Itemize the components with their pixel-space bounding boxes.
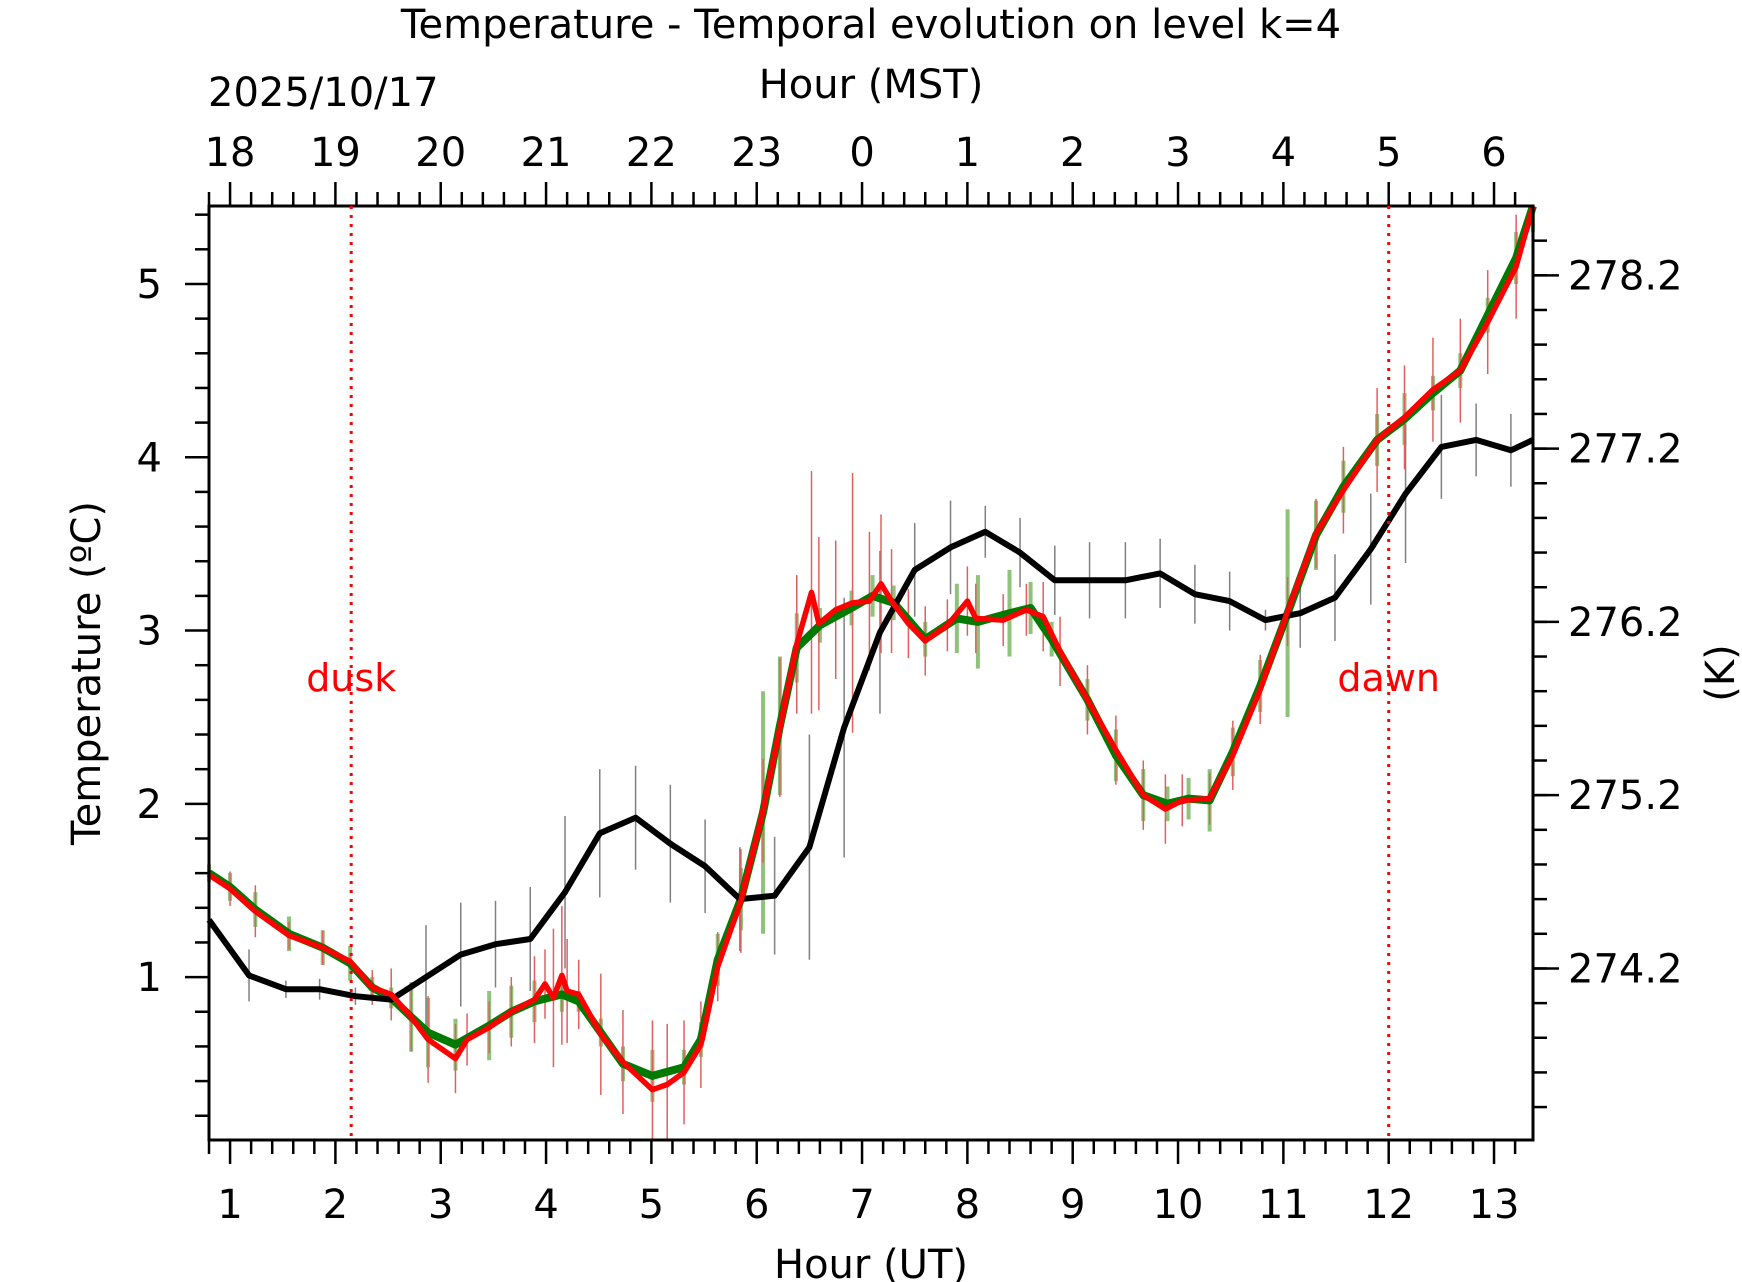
x-top-tick-label: 3	[1165, 130, 1190, 176]
x-top-tick-label: 22	[626, 130, 677, 176]
x-tick-label: 10	[1153, 1182, 1204, 1228]
x-axis-title: Hour (UT)	[774, 1242, 968, 1282]
x-top-tick-label: 2	[1060, 130, 1085, 176]
y-right-tick-label: 277.2	[1568, 427, 1683, 473]
x-top-tick-label: 5	[1376, 130, 1401, 176]
y-tick-label: 1	[137, 955, 162, 1001]
x-top-tick-label: 21	[521, 130, 572, 176]
y-right-tick-label: 278.2	[1568, 253, 1683, 299]
x-tick-label: 11	[1258, 1182, 1309, 1228]
y-right-tick-label: 276.2	[1568, 600, 1683, 646]
x-top-axis-title: Hour (MST)	[759, 62, 984, 108]
x-tick-label: 6	[744, 1182, 769, 1228]
x-tick-label: 9	[1060, 1182, 1085, 1228]
black-series-line	[206, 436, 1535, 1003]
y-right-tick-label: 274.2	[1568, 946, 1683, 992]
x-top-tick-label: 19	[310, 130, 361, 176]
x-top-tick-label: 20	[415, 130, 466, 176]
y-tick-label: 5	[137, 262, 162, 308]
plot-frame	[207, 204, 1535, 1142]
x-tick-label: 4	[533, 1182, 558, 1228]
y-tick-label: 4	[137, 435, 162, 481]
y-axis-title: Temperature (ºC)	[64, 501, 110, 846]
dusk-label: dusk	[306, 656, 396, 700]
chart-title: Temperature - Temporal evolution on leve…	[400, 2, 1341, 48]
x-top-tick-label: 23	[731, 130, 782, 176]
x-tick-label: 7	[849, 1182, 874, 1228]
x-top-tick-label: 0	[849, 130, 874, 176]
y-tick-label: 3	[137, 609, 162, 655]
x-tick-label: 3	[428, 1182, 453, 1228]
y-right-tick-label: 275.2	[1568, 773, 1683, 819]
dawn-label: dawn	[1337, 656, 1440, 700]
x-top-tick-label: 1	[955, 130, 980, 176]
green-series-line	[206, 204, 1537, 1080]
y-right-axis-title: (K)	[1698, 644, 1742, 701]
x-tick-label: 13	[1469, 1182, 1520, 1228]
x-tick-label: 12	[1363, 1182, 1414, 1228]
x-tick-label: 2	[323, 1182, 348, 1228]
y-tick-label: 2	[137, 782, 162, 828]
x-top-tick-label: 4	[1271, 130, 1296, 176]
x-top-tick-label: 18	[205, 130, 256, 176]
x-tick-label: 8	[955, 1182, 980, 1228]
x-tick-label: 5	[639, 1182, 664, 1228]
date-label: 2025/10/17	[208, 70, 439, 116]
x-tick-label: 1	[217, 1182, 242, 1228]
x-top-tick-label: 6	[1481, 130, 1506, 176]
red-series-line	[207, 205, 1536, 1093]
